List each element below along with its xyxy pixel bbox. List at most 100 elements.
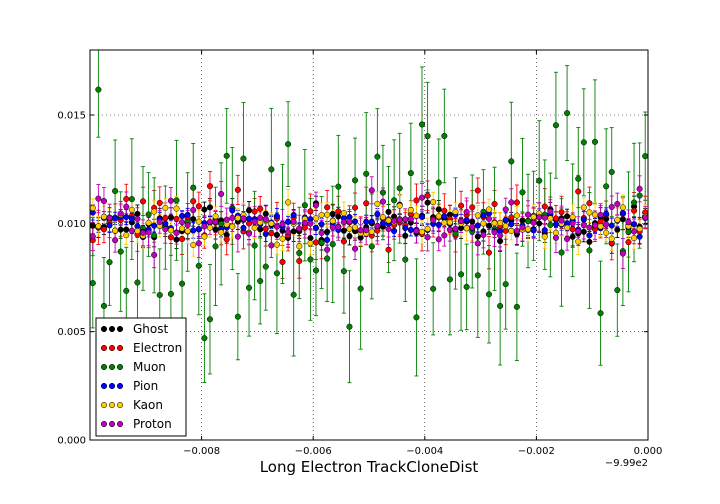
data-point xyxy=(273,231,280,239)
legend-marker xyxy=(116,344,124,352)
x-tick-label: −0.006 xyxy=(295,446,332,457)
data-point xyxy=(257,214,264,221)
data-point xyxy=(564,213,571,220)
data-point xyxy=(95,195,102,202)
data-point xyxy=(234,214,241,222)
data-point xyxy=(424,234,431,241)
y-tick-label: 0.010 xyxy=(57,219,86,230)
data-point xyxy=(106,214,113,221)
data-point xyxy=(446,219,453,226)
data-point xyxy=(206,316,214,323)
data-point xyxy=(268,230,275,237)
data-point xyxy=(240,215,247,222)
data-point xyxy=(240,155,247,162)
data-point xyxy=(374,222,381,229)
data-point xyxy=(307,240,314,247)
data-point xyxy=(580,204,587,211)
data-point xyxy=(273,270,280,277)
data-point xyxy=(614,226,621,233)
data-point xyxy=(324,246,331,253)
data-point xyxy=(631,199,638,206)
data-point xyxy=(547,221,554,228)
data-point xyxy=(229,223,236,230)
data-point xyxy=(190,227,197,234)
data-point xyxy=(279,235,286,242)
data-point xyxy=(569,233,576,240)
data-point xyxy=(234,186,241,193)
data-point xyxy=(324,228,331,235)
data-point xyxy=(245,230,253,237)
data-point xyxy=(379,214,387,221)
data-point xyxy=(223,236,230,243)
data-point xyxy=(262,225,269,232)
data-point xyxy=(418,194,426,201)
data-point xyxy=(536,220,543,227)
data-point xyxy=(603,210,610,217)
legend-marker xyxy=(100,382,108,390)
legend-marker xyxy=(108,420,116,428)
data-point xyxy=(190,241,197,249)
data-point xyxy=(580,216,587,223)
data-point xyxy=(385,208,392,215)
data-point xyxy=(268,166,275,173)
data-point xyxy=(134,279,141,286)
data-point xyxy=(123,203,130,210)
legend-label: Electron xyxy=(133,341,182,355)
data-point xyxy=(385,217,392,224)
data-point xyxy=(508,199,515,206)
data-point xyxy=(312,215,320,222)
data-point xyxy=(290,228,297,235)
y-tick-label: 0.000 xyxy=(57,436,86,447)
data-point xyxy=(452,225,459,232)
data-point xyxy=(229,214,236,222)
data-point xyxy=(524,226,532,233)
data-point xyxy=(145,219,152,226)
data-point xyxy=(324,204,331,211)
data-point xyxy=(301,219,308,226)
data-point xyxy=(329,241,336,248)
data-point xyxy=(352,204,359,211)
data-point xyxy=(407,226,414,234)
data-point xyxy=(363,170,370,177)
data-point xyxy=(346,218,353,225)
data-point xyxy=(329,217,336,224)
data-point xyxy=(569,214,576,221)
data-point xyxy=(123,287,130,294)
data-point xyxy=(530,213,537,220)
data-point xyxy=(558,249,565,256)
data-point xyxy=(614,216,621,223)
data-point xyxy=(195,203,202,210)
data-point xyxy=(162,204,169,211)
data-point xyxy=(167,290,174,297)
data-point xyxy=(151,208,158,215)
data-point xyxy=(145,229,152,236)
legend-marker xyxy=(108,401,116,409)
data-point xyxy=(335,208,342,215)
data-point xyxy=(100,197,107,205)
data-point xyxy=(547,215,554,222)
data-point xyxy=(591,222,599,229)
data-point xyxy=(485,291,493,298)
data-point xyxy=(112,237,119,244)
data-point xyxy=(212,243,219,250)
data-point xyxy=(285,141,292,148)
data-point xyxy=(190,206,197,214)
data-point xyxy=(167,234,174,241)
data-point xyxy=(591,211,599,218)
data-points xyxy=(89,86,649,342)
data-point xyxy=(458,218,465,225)
data-point xyxy=(318,229,325,236)
data-point xyxy=(469,204,476,211)
data-point xyxy=(340,268,347,275)
x-axis-label: Long Electron TrackCloneDist xyxy=(260,458,479,476)
data-point xyxy=(167,227,174,234)
data-point xyxy=(212,213,219,220)
legend-marker xyxy=(108,325,116,333)
data-point xyxy=(206,224,214,231)
data-point xyxy=(251,218,258,225)
data-point xyxy=(418,121,426,128)
data-point xyxy=(145,211,152,218)
data-point xyxy=(619,204,626,211)
data-point xyxy=(597,223,604,230)
data-point xyxy=(508,227,515,235)
